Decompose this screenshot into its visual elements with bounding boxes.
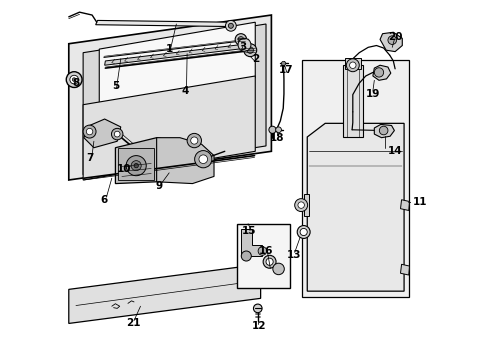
Text: 5: 5: [112, 81, 119, 91]
Circle shape: [238, 39, 250, 51]
Polygon shape: [156, 138, 214, 184]
Circle shape: [246, 47, 253, 53]
Circle shape: [346, 59, 359, 72]
Circle shape: [225, 21, 236, 31]
Text: 11: 11: [411, 197, 426, 207]
Polygon shape: [115, 138, 176, 184]
Text: 18: 18: [270, 133, 284, 143]
Circle shape: [379, 126, 387, 135]
Text: 13: 13: [286, 250, 301, 260]
Circle shape: [272, 263, 284, 275]
Text: 10: 10: [116, 163, 131, 174]
Text: 9: 9: [155, 181, 163, 192]
Bar: [344, 58, 360, 69]
Bar: [237, 224, 290, 288]
Circle shape: [126, 156, 146, 176]
Polygon shape: [303, 194, 308, 216]
Polygon shape: [241, 229, 262, 256]
Circle shape: [86, 129, 93, 135]
Circle shape: [387, 36, 396, 44]
Text: 4: 4: [181, 86, 189, 96]
Circle shape: [244, 44, 256, 57]
Polygon shape: [99, 22, 255, 105]
Text: 8: 8: [72, 78, 80, 88]
Bar: [343, 65, 362, 137]
Polygon shape: [379, 32, 402, 51]
Polygon shape: [69, 15, 271, 180]
Polygon shape: [69, 264, 260, 323]
Circle shape: [134, 163, 138, 168]
Circle shape: [300, 228, 306, 235]
Circle shape: [228, 23, 233, 28]
Circle shape: [253, 304, 262, 313]
Text: 7: 7: [86, 153, 94, 163]
Text: 2: 2: [251, 54, 258, 64]
Text: 14: 14: [387, 145, 402, 156]
Text: 1: 1: [165, 44, 172, 54]
Circle shape: [111, 129, 122, 140]
Circle shape: [265, 258, 273, 265]
Circle shape: [235, 34, 246, 45]
Bar: [118, 148, 154, 180]
Polygon shape: [400, 200, 408, 211]
Circle shape: [70, 75, 78, 84]
Circle shape: [263, 255, 276, 268]
Polygon shape: [104, 44, 247, 65]
Polygon shape: [83, 24, 265, 175]
Circle shape: [294, 199, 307, 212]
Text: 6: 6: [100, 195, 107, 205]
Polygon shape: [96, 21, 230, 27]
Circle shape: [83, 125, 96, 138]
Circle shape: [194, 150, 211, 168]
Text: 3: 3: [239, 42, 246, 52]
Polygon shape: [373, 125, 394, 138]
Circle shape: [131, 161, 141, 171]
Text: 16: 16: [258, 246, 273, 256]
Circle shape: [187, 134, 201, 148]
Text: 15: 15: [241, 226, 256, 236]
Text: 19: 19: [365, 89, 379, 99]
Polygon shape: [372, 65, 390, 80]
Text: 12: 12: [251, 321, 265, 331]
Circle shape: [297, 226, 309, 238]
Circle shape: [114, 131, 120, 137]
Circle shape: [199, 155, 207, 163]
Text: 21: 21: [126, 318, 140, 328]
Circle shape: [297, 202, 304, 208]
Circle shape: [66, 72, 82, 87]
Circle shape: [275, 127, 281, 133]
Polygon shape: [83, 76, 255, 180]
Polygon shape: [306, 123, 403, 291]
Text: 20: 20: [387, 32, 402, 41]
Text: 17: 17: [279, 64, 293, 75]
Circle shape: [190, 137, 198, 144]
Circle shape: [258, 247, 266, 255]
Polygon shape: [83, 119, 121, 148]
Bar: [301, 60, 408, 297]
Circle shape: [373, 68, 383, 77]
Circle shape: [241, 251, 251, 261]
Polygon shape: [400, 264, 408, 275]
Circle shape: [349, 62, 355, 68]
Circle shape: [72, 78, 76, 81]
Circle shape: [268, 126, 276, 134]
Circle shape: [238, 37, 244, 42]
Circle shape: [281, 61, 285, 66]
